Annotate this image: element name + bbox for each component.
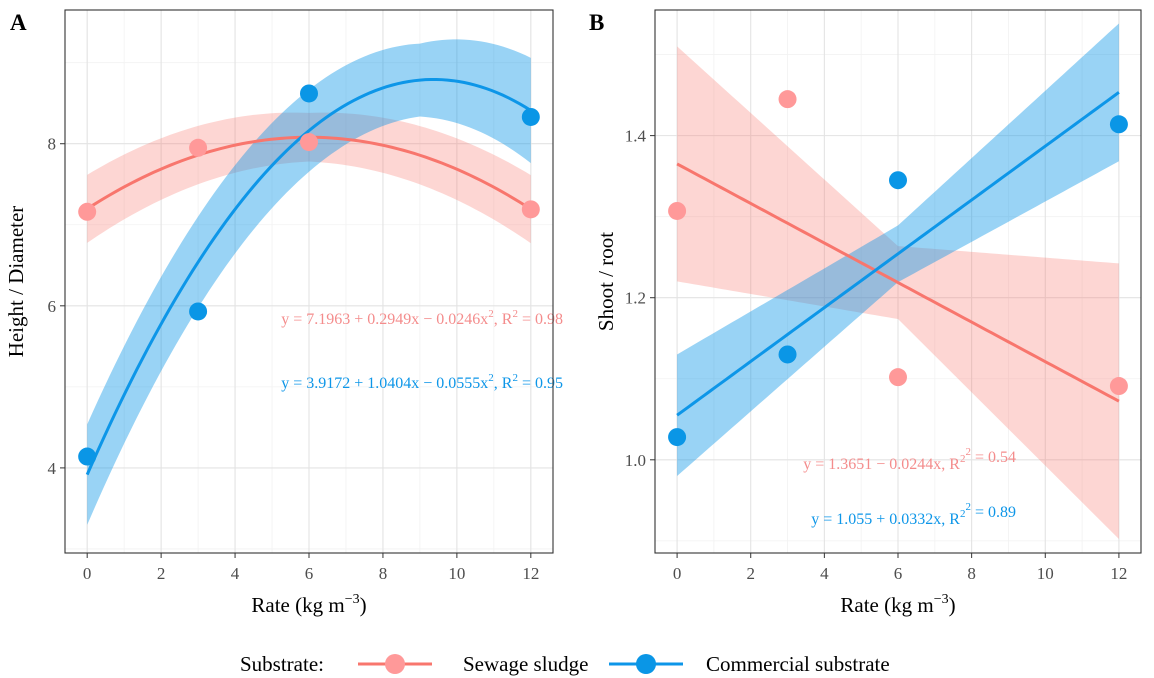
data-point-sewage-sludge: [78, 202, 97, 221]
grid: [65, 10, 553, 553]
data-point-sewage-sludge: [889, 368, 907, 387]
data-point-sewage-sludge: [300, 133, 318, 152]
x-tick-label: 10: [1037, 564, 1054, 583]
data-point-commercial-substrate: [889, 171, 907, 190]
x-tick-label: 8: [379, 564, 388, 583]
data-point-sewage-sludge: [668, 201, 687, 220]
panel-label: B: [589, 10, 604, 35]
y-tick-label: 4: [48, 459, 57, 478]
legend-key-point: [385, 654, 405, 674]
legend-title: Substrate:: [240, 652, 324, 676]
panel-B: y = 1.3651 − 0.0244x, R22 = 0.54 y = 1.05…: [589, 9, 1142, 617]
data-point-commercial-substrate: [300, 84, 318, 103]
y-tick-label: 1.2: [625, 289, 646, 308]
y-axis-title: Shoot / root: [594, 232, 618, 331]
y-tick-label: 1.0: [625, 451, 646, 470]
y-tick-label: 8: [48, 135, 57, 154]
panel-A: y = 7.1963 + 0.2949x − 0.0246x2, R2 = 0.…: [4, 9, 563, 617]
confidence-band-sewage-sludge: [677, 46, 1119, 539]
data-point-commercial-substrate: [521, 107, 540, 126]
x-tick-label: 0: [673, 564, 682, 583]
data-point-commercial-substrate: [78, 447, 97, 466]
data-point-sewage-sludge: [189, 138, 208, 157]
grid: [655, 10, 1141, 553]
y-tick-label: 1.4: [625, 127, 647, 146]
data-point-sewage-sludge: [521, 200, 540, 219]
x-axis-title: Rate (kg m−3): [251, 592, 366, 617]
data-point-commercial-substrate: [189, 302, 208, 321]
data-point-sewage-sludge: [1109, 377, 1128, 396]
panel-label: A: [10, 10, 27, 35]
data-point-commercial-substrate: [778, 345, 797, 364]
fit-equation-commercial-substrate: y = 3.9172 + 1.0404x − 0.0555x2, R2 = 0.…: [281, 372, 563, 392]
data-point-sewage-sludge: [778, 90, 797, 109]
x-axis-title: Rate (kg m−3): [840, 592, 955, 617]
fit-line-commercial-substrate: [85, 77, 532, 476]
data-point-commercial-substrate: [1109, 115, 1128, 134]
legend-item-label: Sewage sludge: [463, 652, 588, 676]
x-tick-label: 0: [83, 564, 92, 583]
legend: Substrate: Sewage sludge Commercial substr…: [240, 652, 890, 676]
x-tick-label: 12: [1110, 564, 1127, 583]
fit-line-commercial-substrate: [676, 91, 1120, 417]
legend-key-point: [636, 654, 656, 674]
x-tick-label: 6: [894, 564, 903, 583]
x-tick-label: 4: [231, 564, 240, 583]
y-tick-label: 6: [48, 297, 57, 316]
y-axis-title: Height / Diameter: [4, 206, 28, 358]
x-tick-label: 10: [448, 564, 465, 583]
data-point-commercial-substrate: [668, 428, 687, 447]
x-tick-label: 8: [967, 564, 976, 583]
x-tick-label: 6: [305, 564, 314, 583]
fit-equation-sewage-sludge: y = 7.1963 + 0.2949x − 0.0246x2, R2 = 0.…: [281, 308, 563, 328]
x-tick-label: 2: [157, 564, 166, 583]
x-tick-label: 2: [746, 564, 755, 583]
legend-item-label: Commercial substrate: [706, 652, 890, 676]
fit-equation-commercial-substrate: y = 1.055 + 0.0332x, R22 = 0.89: [811, 501, 1016, 528]
x-tick-label: 12: [522, 564, 539, 583]
fit-equation-sewage-sludge: y = 1.3651 − 0.0244x, R22 = 0.54: [803, 446, 1016, 473]
x-tick-label: 4: [820, 564, 829, 583]
fit-line-sewage-sludge: [676, 162, 1120, 403]
